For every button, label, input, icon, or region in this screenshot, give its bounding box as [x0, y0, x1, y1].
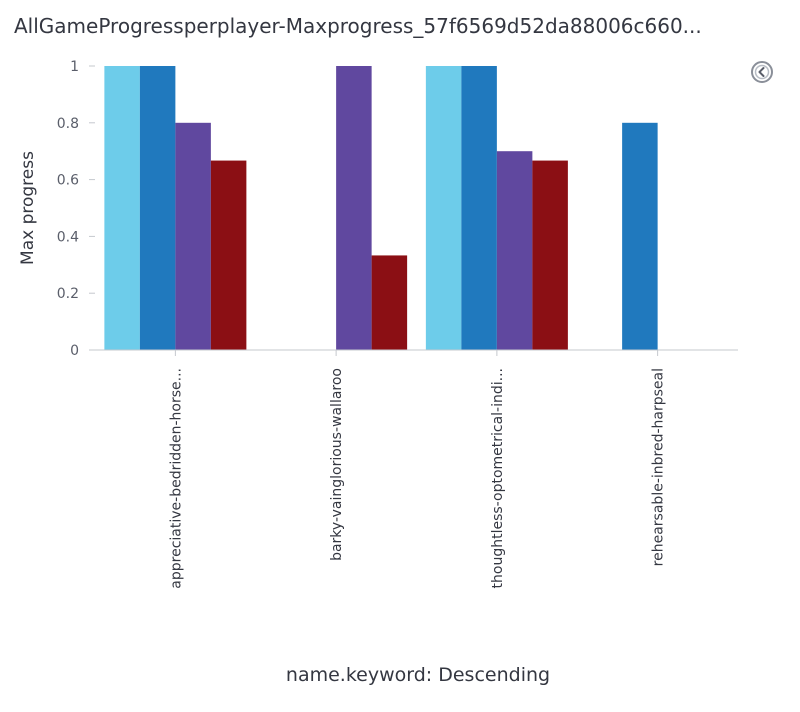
- x-tick-label: rehearsable-inbred-harpseal: [651, 368, 667, 566]
- bar[interactable]: [336, 66, 372, 350]
- y-tick-label: 0: [70, 343, 79, 359]
- y-tick-label: 0.4: [57, 229, 79, 245]
- bar[interactable]: [496, 151, 533, 350]
- y-tick-label: 0.8: [57, 116, 79, 132]
- bar[interactable]: [532, 160, 568, 350]
- bar[interactable]: [139, 66, 176, 350]
- bar[interactable]: [461, 66, 497, 350]
- bar[interactable]: [425, 66, 462, 350]
- x-axis: appreciative-bedridden-horse... barky-vai…: [95, 349, 738, 589]
- bar[interactable]: [175, 122, 211, 350]
- bar[interactable]: [371, 255, 408, 350]
- chart-title: AllGameProgressperplayer-Maxprogress_57f…: [14, 14, 702, 38]
- x-tick-label: appreciative-bedridden-horse...: [168, 368, 184, 589]
- y-tick-label: 0.2: [57, 286, 79, 302]
- x-axis-label: name.keyword: Descending: [285, 664, 551, 686]
- x-tick-label: barky-vainglorious-wallaroo: [329, 368, 345, 561]
- y-tick-label: 1: [70, 59, 79, 75]
- bar[interactable]: [104, 66, 140, 350]
- y-axis: 0 0.2 0.4 0.6 0.8 1: [57, 59, 95, 359]
- legend-toggle-icon[interactable]: [750, 60, 774, 84]
- y-tick-label: 0.6: [57, 173, 79, 189]
- x-tick-label: thoughtless-optometrical-indi...: [490, 368, 506, 588]
- y-axis-label: Max progress: [18, 151, 38, 265]
- bar[interactable]: [622, 122, 658, 350]
- bar[interactable]: [210, 160, 247, 350]
- bars: [104, 66, 658, 350]
